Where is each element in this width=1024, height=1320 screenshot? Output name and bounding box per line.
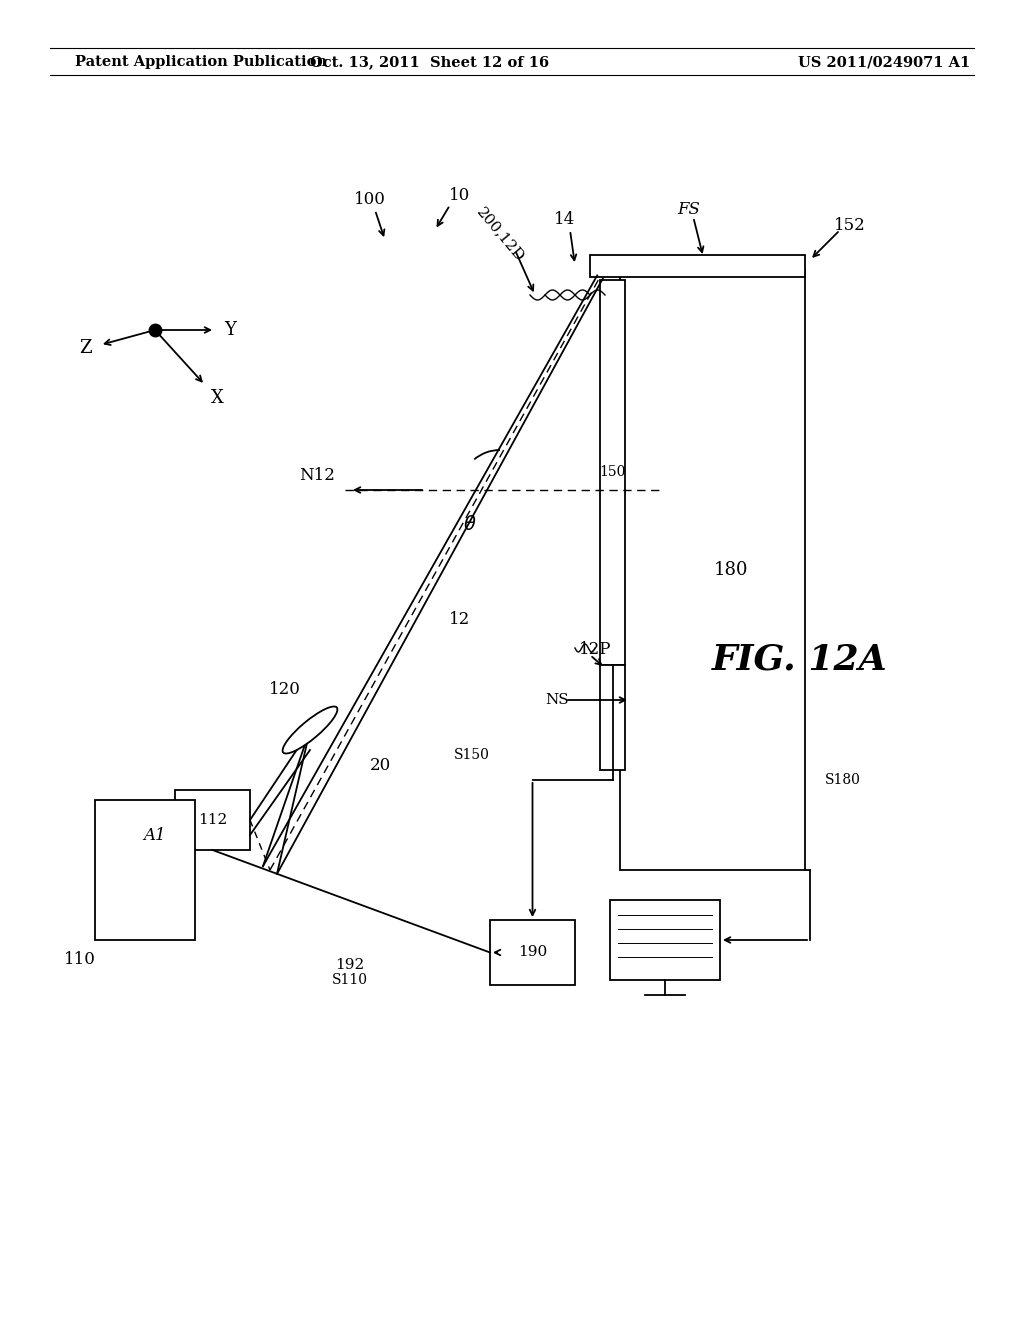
Text: 152: 152 xyxy=(835,216,866,234)
Bar xyxy=(175,789,250,850)
Text: 20: 20 xyxy=(370,756,390,774)
Text: Z: Z xyxy=(79,339,91,356)
Bar xyxy=(600,280,625,665)
Bar xyxy=(490,920,575,985)
Text: S150: S150 xyxy=(454,748,490,762)
Text: 190: 190 xyxy=(518,945,547,960)
Text: 10: 10 xyxy=(450,186,471,203)
Text: 12: 12 xyxy=(450,611,471,628)
Text: FIG. 12A: FIG. 12A xyxy=(712,643,888,677)
Bar xyxy=(610,900,720,979)
Text: N12: N12 xyxy=(299,466,335,483)
Ellipse shape xyxy=(283,706,338,754)
Text: $\theta$: $\theta$ xyxy=(463,516,477,535)
Text: 14: 14 xyxy=(554,211,575,228)
Bar xyxy=(600,665,625,770)
Text: Patent Application Publication: Patent Application Publication xyxy=(75,55,327,69)
Polygon shape xyxy=(95,800,195,940)
Text: 200,12D: 200,12D xyxy=(473,206,526,265)
Text: 180: 180 xyxy=(714,561,749,579)
Text: 112: 112 xyxy=(198,813,227,828)
Bar xyxy=(590,255,805,277)
Text: US 2011/0249071 A1: US 2011/0249071 A1 xyxy=(798,55,970,69)
Text: X: X xyxy=(211,389,223,407)
Text: 100: 100 xyxy=(354,191,386,209)
Text: S110: S110 xyxy=(332,973,368,987)
Text: 12P: 12P xyxy=(579,642,611,659)
Text: Y: Y xyxy=(224,321,236,339)
Text: S180: S180 xyxy=(825,774,861,787)
Text: A1: A1 xyxy=(143,826,166,843)
Text: 192: 192 xyxy=(336,958,365,972)
Bar xyxy=(620,271,805,870)
Text: Oct. 13, 2011  Sheet 12 of 16: Oct. 13, 2011 Sheet 12 of 16 xyxy=(310,55,550,69)
Text: NS: NS xyxy=(545,693,568,708)
Text: FS: FS xyxy=(677,202,699,219)
Text: 150: 150 xyxy=(599,466,626,479)
Text: 110: 110 xyxy=(65,952,96,969)
Text: 120: 120 xyxy=(269,681,301,698)
